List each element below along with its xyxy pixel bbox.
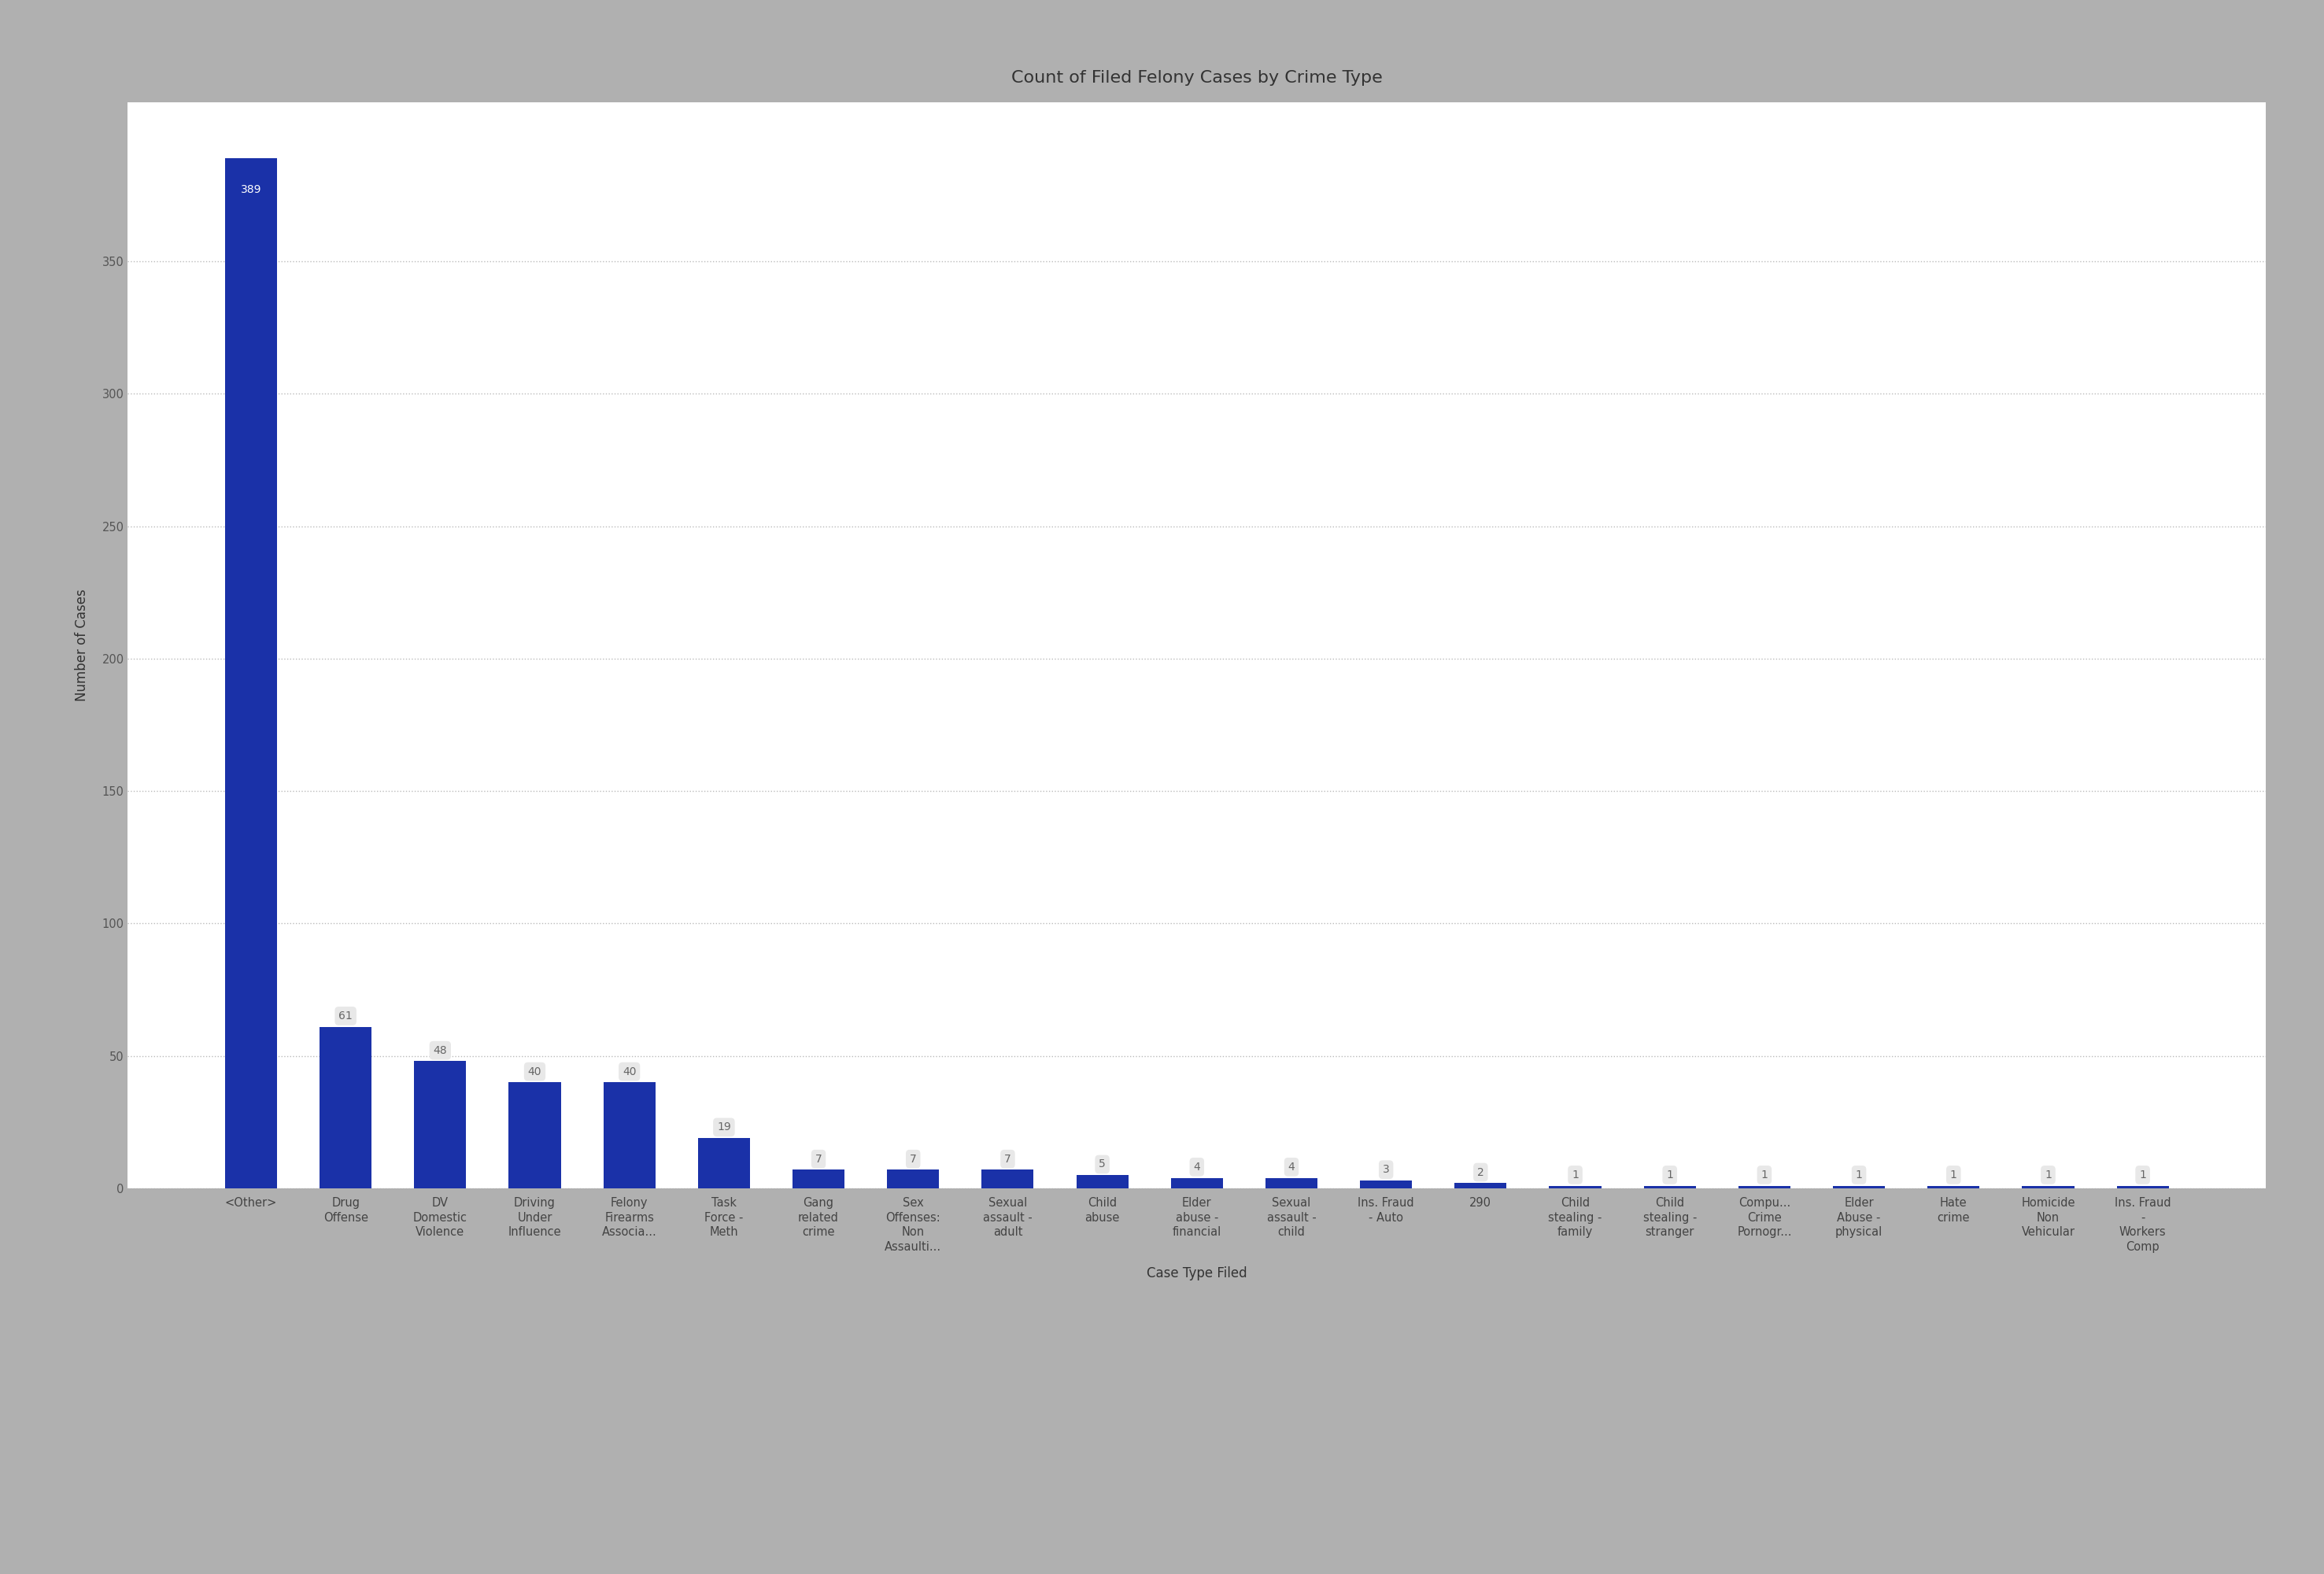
Text: 48: 48	[432, 1045, 446, 1056]
Bar	[1455, 1184, 1506, 1188]
Text: 40: 40	[528, 1066, 541, 1077]
Bar	[697, 1138, 751, 1188]
Text: 1: 1	[1571, 1169, 1578, 1180]
Bar	[1076, 1176, 1127, 1188]
Bar	[1643, 1185, 1697, 1188]
Text: 1: 1	[2138, 1169, 2145, 1180]
Title: Count of Filed Felony Cases by Crime Type: Count of Filed Felony Cases by Crime Typ…	[1011, 69, 1383, 85]
Text: 7: 7	[909, 1154, 916, 1165]
Bar	[2022, 1185, 2073, 1188]
Text: 389: 389	[242, 184, 260, 195]
Bar	[981, 1169, 1034, 1188]
Bar	[792, 1169, 844, 1188]
Bar	[225, 157, 277, 1188]
Text: 1: 1	[1950, 1169, 1957, 1180]
Text: 2: 2	[1478, 1166, 1485, 1177]
Bar	[2117, 1185, 2168, 1188]
Text: 3: 3	[1383, 1165, 1390, 1176]
Y-axis label: Number of Cases: Number of Cases	[74, 589, 88, 702]
Bar	[1550, 1185, 1601, 1188]
Bar	[1267, 1177, 1318, 1188]
Text: 1: 1	[2045, 1169, 2052, 1180]
Text: 1: 1	[1762, 1169, 1769, 1180]
Text: 7: 7	[1004, 1154, 1011, 1165]
Bar	[414, 1061, 467, 1188]
Text: 4: 4	[1287, 1162, 1294, 1173]
Text: 40: 40	[623, 1066, 637, 1077]
Bar	[604, 1083, 655, 1188]
X-axis label: Case Type Filed: Case Type Filed	[1146, 1265, 1248, 1280]
Bar	[321, 1026, 372, 1188]
Bar	[1360, 1180, 1413, 1188]
Text: 5: 5	[1099, 1158, 1106, 1169]
Text: 7: 7	[816, 1154, 823, 1165]
Text: 61: 61	[339, 1011, 353, 1022]
Text: 19: 19	[716, 1122, 732, 1133]
Text: 4: 4	[1195, 1162, 1199, 1173]
Text: 1: 1	[1666, 1169, 1673, 1180]
Bar	[1927, 1185, 1980, 1188]
Bar	[1834, 1185, 1885, 1188]
Bar	[888, 1169, 939, 1188]
Bar	[1738, 1185, 1789, 1188]
Bar	[509, 1083, 560, 1188]
Text: 1: 1	[1855, 1169, 1862, 1180]
Bar	[1171, 1177, 1222, 1188]
